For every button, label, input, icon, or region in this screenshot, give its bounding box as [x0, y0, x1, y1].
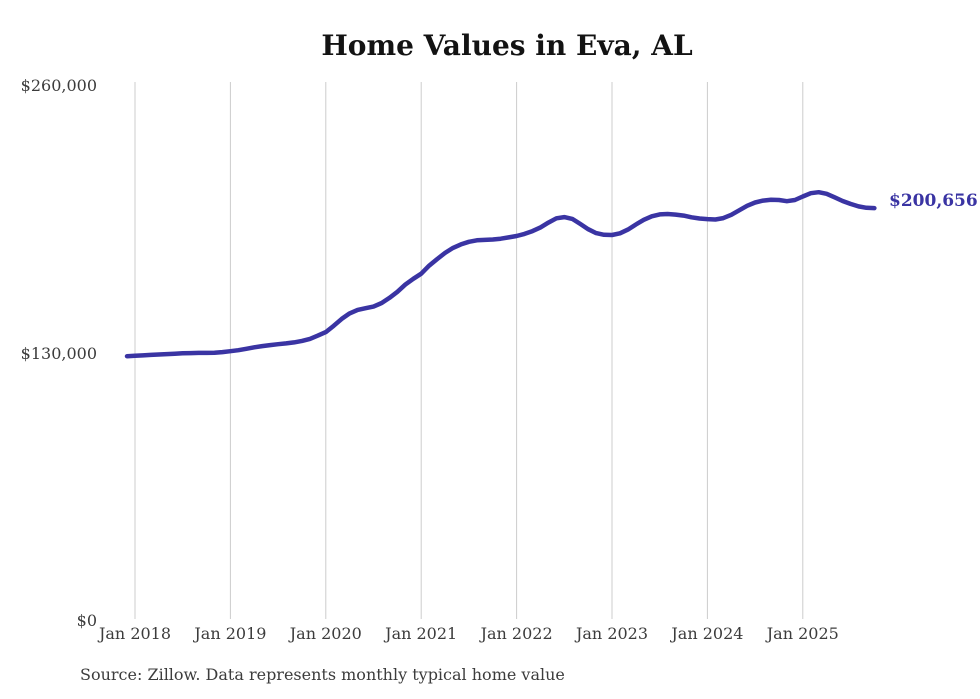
x-axis-tick-label: Jan 2018 — [98, 624, 172, 643]
x-axis-tick-label: Jan 2024 — [671, 624, 744, 643]
x-axis-tick-label: Jan 2021 — [385, 624, 458, 643]
source-note: Source: Zillow. Data represents monthly … — [80, 665, 565, 684]
x-axis-tick-label: Jan 2023 — [575, 624, 649, 643]
x-axis-tick-label: Jan 2025 — [766, 624, 839, 643]
x-axis-tick-label: Jan 2022 — [480, 624, 553, 643]
chart-title: Home Values in Eva, AL — [321, 29, 693, 62]
y-axis-tick-label: $260,000 — [20, 76, 97, 95]
end-value-label: $200,656 — [889, 191, 978, 212]
x-axis-tick-label: Jan 2020 — [289, 624, 362, 643]
value-line — [124, 189, 877, 359]
x-axis-tick-label: Jan 2019 — [194, 624, 267, 643]
y-axis-tick-label: $130,000 — [20, 343, 97, 363]
y-axis-tick-label: $0 — [76, 611, 97, 630]
